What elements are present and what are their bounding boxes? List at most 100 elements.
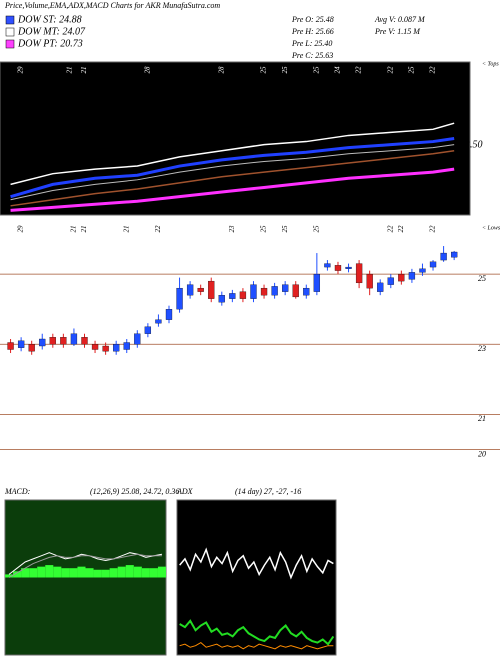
x-tick-label: 21 <box>122 226 130 233</box>
histogram-bar <box>69 568 78 578</box>
histogram-bar <box>157 566 166 578</box>
candle-body <box>355 263 363 284</box>
x-tick-label: 21 <box>80 226 88 233</box>
candle-body <box>165 309 173 320</box>
annotation: < Tops <box>482 61 499 67</box>
candle-body <box>440 252 447 261</box>
candle-body <box>239 291 247 299</box>
candle-body <box>60 337 67 345</box>
series-line <box>10 167 455 212</box>
series-line <box>10 137 455 199</box>
stat: Pre L: 25.40 <box>291 39 332 48</box>
candle-body <box>345 266 352 269</box>
stat: Pre C: 25.63 <box>291 51 333 60</box>
panel-subtitle: (14 day) 27, -27, -16 <box>235 487 301 496</box>
stat: Avg V: 0.087 M <box>374 15 426 24</box>
x-tick-label: 22 <box>386 66 394 74</box>
stat: Pre V: 1.15 M <box>374 27 421 36</box>
candle-body <box>7 342 14 350</box>
histogram-bar <box>101 569 110 578</box>
candle-body <box>208 280 215 299</box>
candle-body <box>377 282 384 292</box>
x-tick-label: 21 <box>65 67 73 74</box>
candle-body <box>28 344 35 352</box>
stat: Pre O: 25.48 <box>291 15 334 24</box>
stat: Pre H: 25.66 <box>291 27 334 36</box>
series-line <box>10 144 455 201</box>
series-line <box>10 122 455 186</box>
candle-body <box>229 293 236 299</box>
histogram-bar <box>5 574 14 578</box>
histogram-bar <box>117 566 126 578</box>
series-line <box>8 552 163 575</box>
candle-body <box>186 284 194 296</box>
candle-body <box>324 263 331 268</box>
legend-swatch <box>5 27 15 37</box>
candle-body <box>271 286 278 296</box>
x-tick-label: 25 <box>260 66 268 74</box>
candle-body <box>102 345 109 352</box>
x-tick-label: 24 <box>334 66 342 74</box>
y-tick-label: 21 <box>478 414 486 423</box>
histogram-bar <box>13 571 22 578</box>
candle-body <box>292 284 299 298</box>
candle-body <box>451 251 458 258</box>
x-tick-label: 22 <box>154 225 162 233</box>
histogram-bar <box>21 568 30 578</box>
panel-title: MACD: <box>4 487 31 496</box>
x-tick-label: 28 <box>143 66 151 74</box>
candle-body <box>366 273 373 289</box>
y-tick-label: 25 <box>478 274 486 283</box>
x-tick-label: 22 <box>429 225 437 233</box>
panel-background <box>176 499 337 656</box>
annotation: 13.50 <box>460 139 483 150</box>
x-tick-label: 25 <box>408 66 416 74</box>
candle-body <box>176 287 183 310</box>
x-tick-label: 22 <box>355 66 363 74</box>
candle-body <box>282 284 289 292</box>
annotation: < Lows <box>482 225 500 231</box>
histogram-bar <box>53 566 62 578</box>
panel-subtitle: (12,26,9) 25.08, 24.72, 0.36 <box>90 487 179 496</box>
candle-body <box>155 319 162 324</box>
x-tick-label: 25 <box>281 66 289 74</box>
candle-body <box>334 265 342 271</box>
candle-body <box>144 326 152 334</box>
histogram-bar <box>77 566 86 578</box>
candle-body <box>408 272 416 280</box>
y-tick-label: 23 <box>478 344 486 353</box>
legend-swatch <box>5 39 15 49</box>
candle-body <box>387 277 394 285</box>
candle-body <box>313 273 321 292</box>
series-line <box>8 553 162 578</box>
histogram-bar <box>45 565 54 578</box>
legend-label: DOW PT: 20.73 <box>17 38 83 49</box>
candle-body <box>49 337 56 345</box>
x-tick-label: 22 <box>397 225 405 233</box>
x-tick-label: 22 <box>386 225 394 233</box>
x-tick-label: 25 <box>312 225 320 233</box>
series-line <box>179 547 334 580</box>
histogram-bar <box>29 568 38 578</box>
candle-body <box>419 268 426 273</box>
histogram-bar <box>149 568 158 578</box>
candle-body <box>91 344 99 350</box>
panel-title: ADX <box>176 487 194 496</box>
x-tick-label: 29 <box>17 66 25 74</box>
series-line <box>10 149 455 207</box>
x-tick-label: 22 <box>429 66 437 74</box>
x-tick-label: 25 <box>312 66 320 74</box>
candle-body <box>123 342 130 350</box>
candle-body <box>197 287 204 292</box>
histogram-bar <box>141 568 150 578</box>
candle-body <box>134 333 141 345</box>
candle-body <box>113 344 120 352</box>
panel-background <box>0 61 471 216</box>
x-tick-label: 25 <box>281 225 289 233</box>
y-tick-label: 20 <box>478 449 486 458</box>
legend-swatch <box>5 15 15 25</box>
x-tick-label: 21 <box>80 67 88 74</box>
candle-body <box>70 333 78 345</box>
histogram-bar <box>109 568 118 578</box>
